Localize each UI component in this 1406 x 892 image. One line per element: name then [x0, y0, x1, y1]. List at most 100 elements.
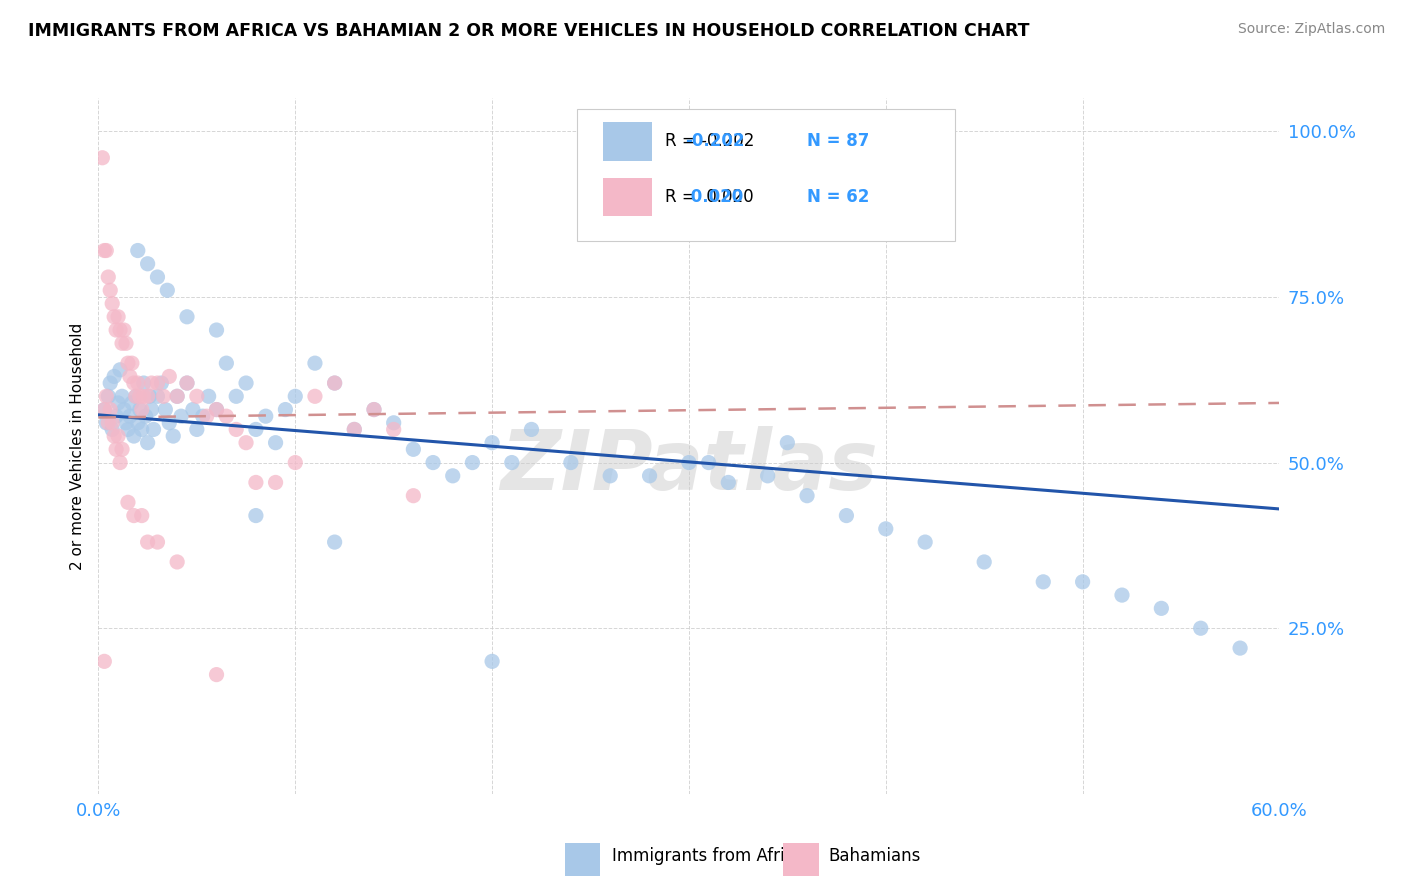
Point — [1229, 641, 1251, 656]
Point — [323, 376, 346, 390]
Point — [111, 442, 134, 457]
Point — [136, 535, 159, 549]
Point — [111, 336, 134, 351]
Point — [125, 389, 148, 403]
Point — [776, 435, 799, 450]
Point — [323, 376, 346, 390]
Point — [176, 310, 198, 324]
Point — [343, 422, 366, 436]
Point — [117, 422, 139, 436]
Point — [245, 508, 267, 523]
Point — [235, 435, 257, 450]
Point — [186, 389, 208, 403]
Text: Immigrants from Africa: Immigrants from Africa — [612, 847, 804, 865]
Point — [150, 376, 173, 390]
Point — [245, 475, 267, 490]
Text: Bahamians: Bahamians — [828, 847, 921, 865]
Point — [122, 429, 145, 443]
Point — [481, 654, 503, 668]
Point — [138, 389, 160, 403]
Point — [363, 402, 385, 417]
Point — [121, 396, 143, 410]
Point — [127, 244, 149, 258]
Point — [127, 416, 149, 430]
Point — [186, 422, 208, 436]
Point — [105, 323, 128, 337]
Point — [1111, 588, 1133, 602]
Point — [136, 389, 159, 403]
Point — [103, 429, 125, 443]
Point — [284, 456, 307, 470]
Point — [304, 356, 326, 370]
Point — [197, 389, 219, 403]
Point — [122, 376, 145, 390]
Point — [97, 270, 120, 285]
Point — [1032, 574, 1054, 589]
Point — [166, 555, 188, 569]
Point — [107, 396, 129, 410]
Point — [501, 456, 523, 470]
Point — [245, 422, 267, 436]
Point — [107, 310, 129, 324]
Point — [205, 402, 228, 417]
Point — [973, 555, 995, 569]
Point — [343, 422, 366, 436]
Point — [93, 402, 115, 417]
Point — [441, 468, 464, 483]
Point — [108, 363, 131, 377]
Point — [181, 402, 204, 417]
Point — [304, 389, 326, 403]
Point — [118, 409, 141, 424]
Point — [638, 468, 661, 483]
Point — [117, 495, 139, 509]
Point — [170, 409, 193, 424]
Point — [108, 456, 131, 470]
FancyBboxPatch shape — [565, 843, 600, 876]
Point — [155, 402, 177, 417]
Point — [96, 416, 118, 430]
Point — [363, 402, 385, 417]
Text: IMMIGRANTS FROM AFRICA VS BAHAMIAN 2 OR MORE VEHICLES IN HOUSEHOLD CORRELATION C: IMMIGRANTS FROM AFRICA VS BAHAMIAN 2 OR … — [28, 22, 1029, 40]
FancyBboxPatch shape — [603, 178, 652, 217]
Point — [678, 456, 700, 470]
Point — [756, 468, 779, 483]
Point — [914, 535, 936, 549]
Point — [235, 376, 257, 390]
Text: -0.202: -0.202 — [685, 132, 745, 150]
Point — [115, 416, 138, 430]
Point — [284, 389, 307, 403]
Point — [1071, 574, 1094, 589]
Point — [382, 422, 405, 436]
FancyBboxPatch shape — [576, 109, 955, 241]
Point — [101, 416, 124, 430]
Point — [132, 376, 155, 390]
Point — [141, 402, 163, 417]
Point — [796, 489, 818, 503]
Point — [176, 376, 198, 390]
Point — [205, 323, 228, 337]
Point — [195, 409, 218, 424]
Point — [135, 409, 157, 424]
Point — [91, 151, 114, 165]
Point — [93, 244, 115, 258]
Point — [98, 283, 121, 297]
Point — [176, 376, 198, 390]
Point — [560, 456, 582, 470]
Point — [131, 402, 153, 417]
Point — [205, 667, 228, 681]
Point — [166, 389, 188, 403]
Point — [1150, 601, 1173, 615]
Point — [1189, 621, 1212, 635]
Point — [112, 402, 135, 417]
Text: R = -0.202: R = -0.202 — [665, 132, 755, 150]
Point — [146, 376, 169, 390]
FancyBboxPatch shape — [783, 843, 818, 876]
Point — [152, 389, 174, 403]
Point — [111, 389, 134, 403]
Point — [215, 356, 238, 370]
Point — [146, 389, 169, 403]
Point — [520, 422, 543, 436]
Point — [108, 323, 131, 337]
Point — [122, 508, 145, 523]
Point — [98, 402, 121, 417]
